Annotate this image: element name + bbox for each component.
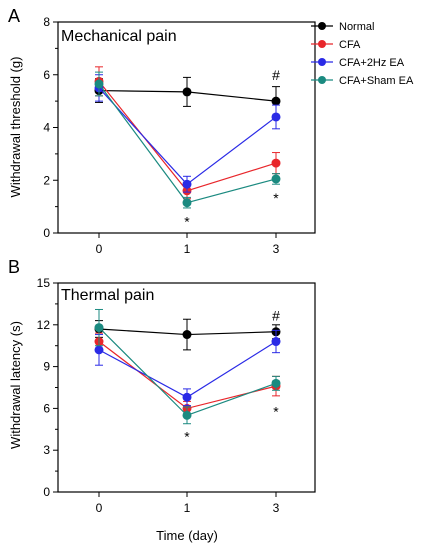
y-tick-label: 6 [43,68,50,82]
x-tick-label: 1 [184,242,191,256]
data-point-cfa-2hz-ea [182,392,192,402]
axes-panel-b: 0 3 6 9 12 15 0 1 3 [37,276,316,515]
data-point-cfa-2hz-ea [271,337,281,347]
y-tick-label: 2 [43,173,50,187]
x-tick-label: 0 [96,501,103,515]
data-point-normal [271,96,281,106]
y-tick-label: 0 [43,485,50,499]
panel-letter-b: B [8,257,20,277]
y-axis-label-withdrawal-threshold: Withdrawal threshold (g) [8,57,23,198]
legend: Normal CFA CFA+2Hz EA CFA+Sham EA [311,21,414,87]
legend-marker-cfa [318,40,326,48]
data-point-cfa-2hz-ea [94,345,104,355]
panel-title-mechanical-pain: Mechanical pain [61,28,177,45]
legend-item-cfa-sham-ea: CFA+Sham EA [311,75,414,87]
significance-asterisk: * [184,213,190,229]
legend-label-normal: Normal [339,21,374,33]
data-point-cfa-sham-ea [182,198,192,208]
legend-label-cfa-2hz-ea: CFA+2Hz EA [339,57,405,69]
data-point-normal [182,330,192,340]
legend-item-normal: Normal [311,21,374,33]
x-tick-label: 1 [184,501,191,515]
legend-item-cfa-2hz-ea: CFA+2Hz EA [311,57,405,69]
data-point-cfa-2hz-ea [271,112,281,122]
data-point-cfa-sham-ea [94,79,104,89]
data-point-cfa [271,158,281,168]
significance-hash: # [272,67,280,83]
significance-asterisk: * [184,428,190,444]
legend-marker-cfa-sham-ea [318,76,326,84]
y-tick-label: 0 [43,226,50,240]
legend-marker-cfa-2hz-ea [318,58,326,66]
data-point-cfa-2hz-ea [182,179,192,189]
axes-panel-a: 0 2 4 6 8 0 1 3 [43,15,316,256]
data-point-normal [182,87,192,97]
data-point-cfa-sham-ea [271,174,281,184]
legend-label-cfa: CFA [339,39,361,51]
x-tick-label: 3 [273,242,280,256]
marks-panel-a: * * # [94,66,281,229]
panel-mechanical-pain: A Mechanical pain Withdrawal threshold (… [8,6,316,256]
y-tick-label: 4 [43,121,50,135]
series-cfa-sham-ea [94,71,281,209]
data-point-cfa-sham-ea [94,323,104,333]
x-axis-label: Time (day) [156,528,218,543]
marks-panel-b: * * # [94,307,281,444]
y-tick-label: 6 [43,401,50,415]
panel-letter-a: A [8,6,20,26]
panel-thermal-pain: B Thermal pain Withdrawal latency (s) 0 3… [8,257,316,515]
series-cfa-2hz-ea [94,329,281,407]
x-tick-label: 0 [96,242,103,256]
legend-item-cfa: CFA [311,39,361,51]
y-tick-label: 3 [43,443,50,457]
data-point-cfa-sham-ea [271,378,281,388]
significance-hash: # [272,307,280,323]
legend-marker-normal [318,22,326,30]
data-point-cfa-sham-ea [182,410,192,420]
panel-title-thermal-pain: Thermal pain [61,287,154,304]
series-cfa-sham-ea [94,308,281,425]
significance-asterisk: * [273,190,279,206]
y-tick-label: 9 [43,360,50,374]
x-tick-label: 3 [273,501,280,515]
y-tick-label: 12 [37,318,51,332]
significance-asterisk: * [273,403,279,419]
y-axis-label-withdrawal-latency: Withdrawal latency (s) [8,321,23,449]
series-normal [94,318,281,351]
legend-label-cfa-sham-ea: CFA+Sham EA [339,75,414,87]
y-tick-label: 8 [43,15,50,29]
y-tick-label: 15 [37,276,51,290]
